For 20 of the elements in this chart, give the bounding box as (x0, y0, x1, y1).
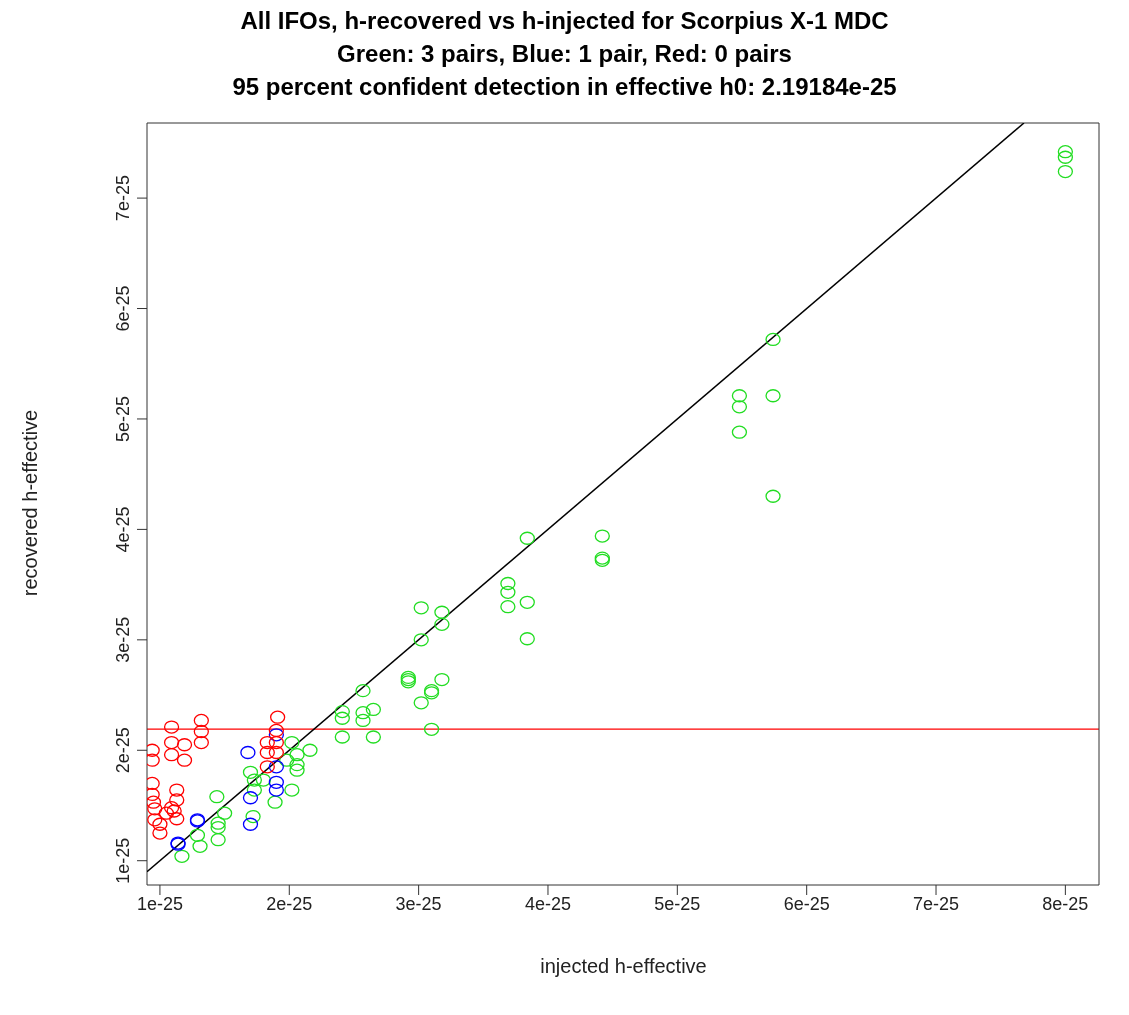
y-tick-label: 5e-25 (113, 395, 133, 442)
y-tick-label: 3e-25 (113, 616, 133, 663)
y-tick-label: 4e-25 (113, 506, 133, 553)
x-tick-label: 3e-25 (395, 893, 442, 914)
y-axis-title: recovered h-effective (18, 409, 42, 597)
text: 95 percent confident detection in effective h0: 2.19184e-25 (231, 72, 898, 102)
x-tick-label: 1e-25 (136, 893, 183, 914)
x-axis-title: injected h-effective (539, 955, 708, 978)
x-tick-label: 7e-25 (913, 893, 960, 914)
x-tick-label: 6e-25 (783, 893, 830, 914)
x-tick-label: 5e-25 (654, 893, 701, 914)
chart-title: All IFOs, h-recovered vs h-injected for Scorpius X-1 MDC (239, 6, 890, 36)
x-tick-label: 8e-25 (1042, 893, 1089, 914)
x-tick-label: 2e-25 (266, 893, 313, 914)
chart-subtitle: Green: 3 pairs, Blue: 1 pair, Red: 0 pairs (336, 39, 793, 69)
x-tick-label: 4e-25 (524, 893, 571, 914)
y-tick-label: 6e-25 (113, 285, 133, 332)
y-tick-label: 2e-25 (113, 727, 133, 774)
y-tick-label: 7e-25 (113, 175, 133, 222)
y-tick-label: 1e-25 (113, 837, 133, 884)
